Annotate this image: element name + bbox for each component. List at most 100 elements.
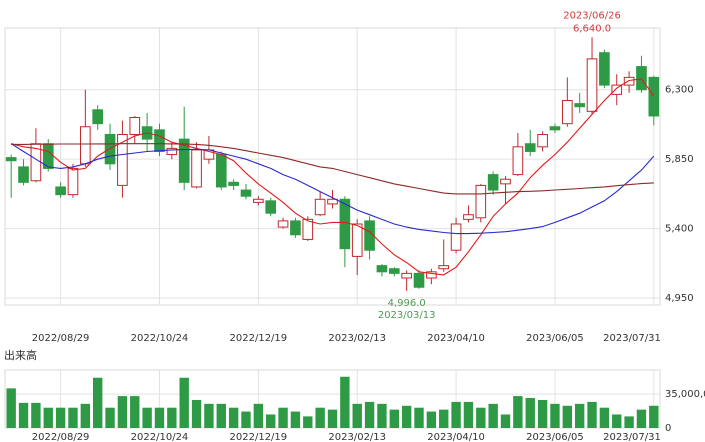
volume-bar bbox=[426, 411, 437, 428]
volume-bar bbox=[587, 401, 597, 428]
volume-bar bbox=[80, 403, 91, 428]
candle-body bbox=[450, 223, 462, 251]
x-tick-label: 2023/07/31 bbox=[603, 333, 661, 344]
volume-bar bbox=[612, 414, 622, 428]
candle-body bbox=[215, 154, 227, 188]
volume-bar bbox=[327, 409, 338, 428]
volume-tick-label: 35,000,000 bbox=[665, 389, 705, 400]
candle-body bbox=[80, 126, 91, 165]
volume-bar bbox=[599, 407, 610, 428]
candle-body bbox=[463, 214, 474, 220]
candle-body bbox=[599, 52, 610, 86]
candle-body bbox=[648, 76, 660, 117]
candle-body bbox=[475, 184, 487, 219]
volume-bar bbox=[377, 403, 387, 428]
candle-body bbox=[487, 174, 499, 191]
x-tick-label: 2022/08/29 bbox=[32, 432, 90, 442]
candle-body bbox=[5, 157, 17, 162]
annotation-date: 2023/06/26 bbox=[563, 10, 621, 21]
volume-bar bbox=[315, 407, 325, 428]
candle-body bbox=[240, 189, 252, 197]
volume-bar bbox=[290, 411, 301, 428]
volume-bar bbox=[352, 403, 362, 428]
volume-bar bbox=[649, 405, 659, 428]
candle-body bbox=[265, 200, 277, 214]
candle-body bbox=[500, 178, 511, 185]
x-tick-label: 2022/12/19 bbox=[230, 333, 288, 344]
volume-bar bbox=[500, 414, 511, 428]
volume-bar bbox=[92, 377, 103, 428]
candle-body bbox=[636, 66, 647, 91]
candle-body bbox=[364, 220, 375, 251]
candle-body bbox=[178, 138, 190, 183]
volume-bar bbox=[476, 407, 486, 428]
candle-body bbox=[277, 220, 289, 228]
annotation-value: 4,996.0 bbox=[388, 298, 426, 309]
volume-bar bbox=[130, 396, 140, 428]
volume-bar bbox=[55, 407, 66, 428]
volume-bar bbox=[303, 416, 313, 428]
volume-bar bbox=[179, 377, 189, 428]
volume-bar bbox=[228, 407, 239, 428]
volume-bar bbox=[513, 396, 523, 428]
volume-bar bbox=[401, 405, 412, 428]
y-tick-label: 5,850 bbox=[665, 154, 694, 165]
candle-body bbox=[18, 166, 29, 183]
candle-body bbox=[228, 181, 239, 186]
candle-body bbox=[67, 167, 79, 196]
volume-bar bbox=[216, 403, 226, 428]
candle-body bbox=[401, 272, 412, 279]
candle-body bbox=[586, 58, 598, 112]
moving-average bbox=[11, 143, 654, 195]
volume-bar bbox=[167, 407, 177, 428]
candle-body bbox=[376, 265, 388, 273]
candle-body bbox=[339, 198, 351, 250]
candle-body bbox=[104, 133, 116, 165]
candle-body bbox=[55, 186, 66, 196]
x-tick-label: 2023/02/13 bbox=[328, 333, 386, 344]
candle-body bbox=[561, 100, 573, 125]
candle-body bbox=[611, 84, 623, 95]
candle-body bbox=[413, 272, 425, 288]
volume-bar bbox=[488, 403, 498, 428]
candle-body bbox=[426, 271, 437, 279]
candle-body bbox=[92, 109, 104, 125]
volume-bar bbox=[31, 402, 41, 428]
volume-bar bbox=[142, 407, 152, 428]
candle-body bbox=[537, 133, 548, 148]
candle-body bbox=[290, 220, 301, 236]
x-tick-label: 2022/12/19 bbox=[230, 432, 288, 442]
volume-bar bbox=[266, 414, 276, 428]
price-panel bbox=[4, 27, 661, 306]
candle-body bbox=[302, 218, 314, 240]
volume-tick-label: 0 bbox=[665, 423, 671, 434]
candle-body bbox=[117, 133, 128, 186]
volume-title: 出来高 bbox=[4, 348, 37, 362]
volume-bar bbox=[414, 407, 424, 428]
volume-bar bbox=[43, 407, 53, 428]
volume-bar bbox=[463, 401, 474, 428]
x-tick-label: 2022/08/29 bbox=[32, 333, 90, 344]
volume-bar bbox=[340, 376, 350, 428]
candle-body bbox=[549, 126, 561, 131]
candle-body bbox=[129, 117, 141, 135]
candle-body bbox=[388, 268, 400, 274]
volume-bar bbox=[18, 402, 29, 428]
candle-body bbox=[524, 143, 536, 152]
x-tick-label: 2022/10/24 bbox=[131, 333, 189, 344]
candle-body bbox=[154, 129, 165, 152]
x-tick-label: 2023/06/05 bbox=[526, 432, 584, 442]
moving-average bbox=[10, 143, 655, 235]
y-tick-label: 6,300 bbox=[665, 85, 694, 96]
volume-bar bbox=[574, 403, 585, 428]
volume-bar bbox=[525, 398, 535, 428]
volume-bar bbox=[154, 407, 165, 428]
moving-average bbox=[11, 78, 655, 276]
candle-body bbox=[314, 198, 326, 216]
volume-bar bbox=[241, 411, 251, 428]
volume-bar bbox=[278, 407, 288, 428]
volume-bar bbox=[562, 405, 573, 428]
x-tick-label: 2023/07/31 bbox=[603, 432, 661, 442]
volume-bar bbox=[624, 416, 634, 428]
